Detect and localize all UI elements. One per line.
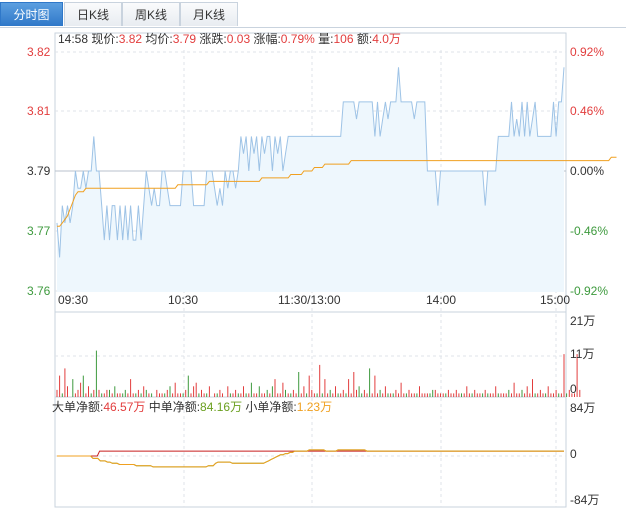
pct-tick-label: 0.00%	[570, 164, 604, 178]
flow-info-part-4: 小单净额:	[242, 400, 297, 414]
time-tick-label: 09:30	[58, 293, 88, 307]
pct-tick-label: 0.92%	[570, 45, 604, 59]
tab-monthly-k[interactable]: 月K线	[180, 2, 238, 26]
quote-info-part-2: 3.82	[119, 32, 143, 46]
time-tick-label: 14:00	[426, 293, 456, 307]
chart-border	[54, 32, 567, 508]
quote-info-part-3: 均价:	[142, 32, 173, 46]
quote-info-part-9: 量:	[315, 32, 334, 46]
price-area-fill	[57, 67, 564, 292]
quote-info-part-10: 106	[334, 32, 354, 46]
flow-info-line: 大单净额:46.57万 中单净额:84.16万 小单净额:1.23万	[52, 399, 332, 414]
flow-info-part-1: 46.57万	[103, 400, 145, 414]
flow-info-part-3: 84.16万	[200, 400, 242, 414]
pct-tick-label: -0.92%	[570, 284, 608, 298]
pct-tick-label: 0.46%	[570, 104, 604, 118]
price-tick-label: 3.82	[27, 45, 51, 59]
price-line	[56, 67, 565, 258]
quote-info-part-0: 14:58	[58, 32, 88, 46]
flow-tick-label: -84万	[570, 493, 599, 507]
flow-tick-label: 0	[570, 447, 577, 461]
quote-info-part-5: 涨跌:	[196, 31, 227, 46]
volume-tick-label: 0	[570, 382, 577, 396]
pct-tick-label: -0.46%	[570, 224, 608, 238]
time-tick-label: 11:30/13:00	[278, 293, 341, 307]
quote-info-line: 14:58 现价:3.82 均价:3.79 涨跌:0.03 涨幅:0.79% 量…	[58, 31, 401, 46]
flow-line-big	[57, 450, 564, 457]
price-tick-label: 3.77	[27, 224, 51, 238]
time-tick-label: 15:00	[540, 293, 570, 307]
price-tick-label: 3.76	[27, 284, 51, 298]
volume-tick-label: 11万	[570, 347, 594, 361]
chart-tabs: 分时图 日K线 周K线 月K线	[0, 0, 626, 28]
tab-daily-k[interactable]: 日K线	[64, 2, 122, 26]
quote-info-part-8: 0.79%	[281, 32, 315, 46]
flow-info-part-0: 大单净额:	[52, 400, 103, 414]
quote-info-part-12: 4.0万	[372, 32, 401, 46]
quote-info-part-11: 额:	[354, 32, 373, 46]
flow-info-part-5: 1.23万	[297, 400, 332, 414]
tab-intraday[interactable]: 分时图	[0, 2, 63, 26]
avg-price-line	[57, 156, 617, 227]
flow-line-small	[57, 449, 564, 468]
flow-tick-label: 84万	[570, 401, 595, 415]
price-tick-label: 3.81	[27, 104, 51, 118]
tab-weekly-k[interactable]: 周K线	[122, 2, 180, 26]
quote-info-part-4: 3.79	[173, 32, 197, 46]
price-tick-label: 3.79	[27, 164, 51, 178]
volume-tick-label: 21万	[570, 314, 595, 328]
quote-info-part-6: 0.03	[227, 32, 251, 46]
quote-info-part-7: 涨幅:	[250, 31, 281, 46]
time-tick-label: 10:30	[168, 293, 198, 307]
quote-info-part-1: 现价:	[88, 32, 119, 46]
flow-info-part-2: 中单净额:	[145, 399, 200, 414]
